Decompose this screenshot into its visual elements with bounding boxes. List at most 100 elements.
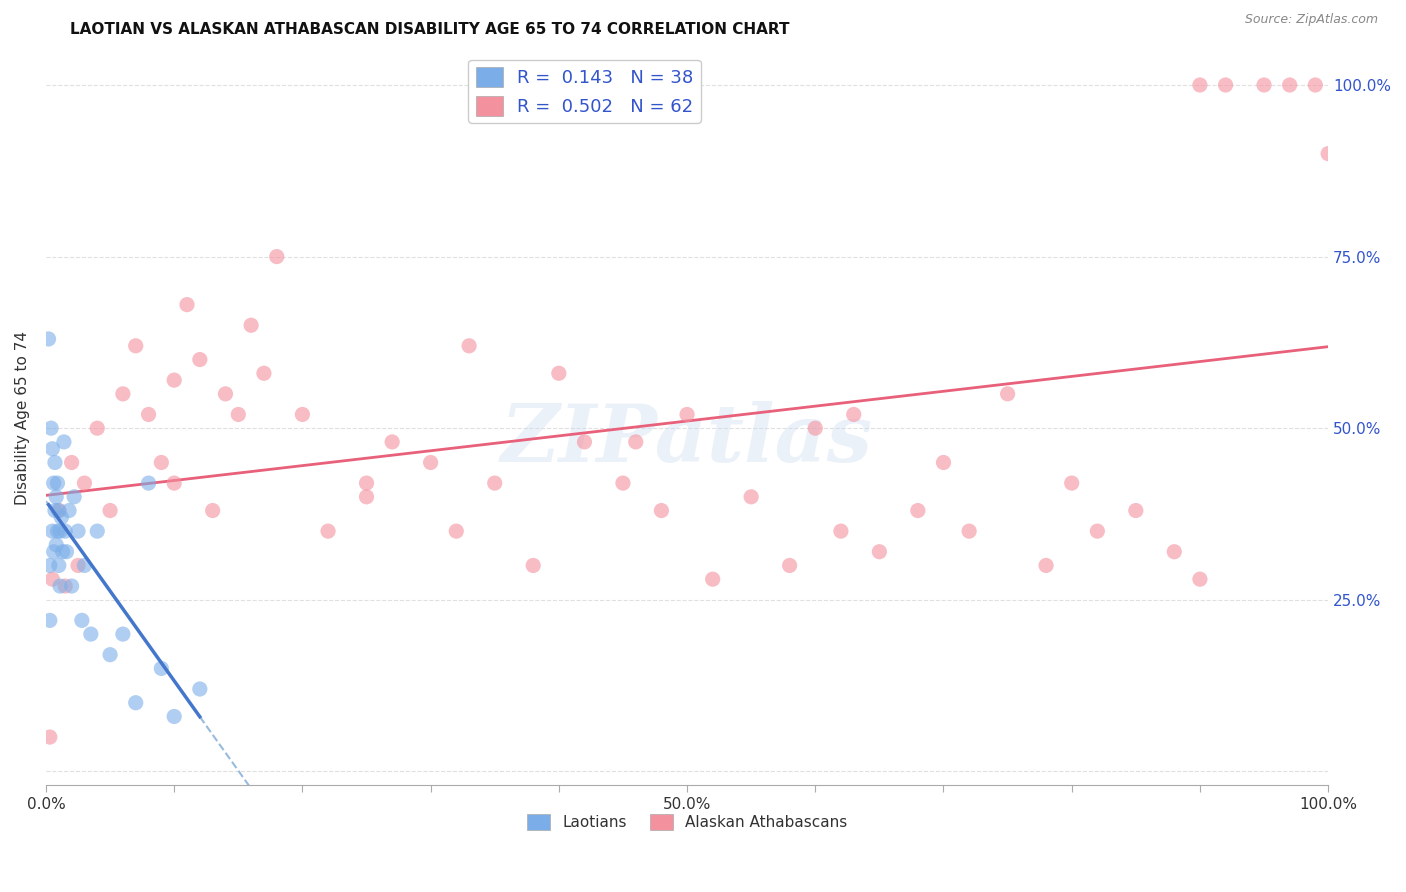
Point xyxy=(86,421,108,435)
Point xyxy=(38,332,60,346)
Point xyxy=(804,421,827,435)
Point xyxy=(38,558,60,573)
Point xyxy=(150,455,173,469)
Point xyxy=(997,387,1019,401)
Point xyxy=(41,572,63,586)
Point xyxy=(46,476,69,491)
Point xyxy=(1278,78,1301,92)
Point xyxy=(73,476,96,491)
Point xyxy=(291,408,314,422)
Point xyxy=(111,627,134,641)
Point xyxy=(240,318,263,333)
Point xyxy=(63,490,86,504)
Point xyxy=(1317,146,1340,161)
Point xyxy=(48,558,70,573)
Point xyxy=(42,545,65,559)
Point xyxy=(1060,476,1083,491)
Point xyxy=(612,476,634,491)
Point xyxy=(80,627,103,641)
Point xyxy=(150,661,173,675)
Point xyxy=(163,709,186,723)
Point xyxy=(41,442,63,456)
Point xyxy=(1035,558,1057,573)
Point xyxy=(60,455,83,469)
Point xyxy=(779,558,801,573)
Point xyxy=(1125,503,1147,517)
Point xyxy=(98,503,121,517)
Point xyxy=(45,490,67,504)
Point xyxy=(48,503,70,517)
Point xyxy=(830,524,852,538)
Point xyxy=(70,613,93,627)
Point xyxy=(356,490,378,504)
Point xyxy=(49,579,72,593)
Point xyxy=(53,524,76,538)
Point xyxy=(46,524,69,538)
Text: Source: ZipAtlas.com: Source: ZipAtlas.com xyxy=(1244,13,1378,27)
Point xyxy=(66,524,89,538)
Point xyxy=(316,524,339,538)
Point xyxy=(381,434,404,449)
Point xyxy=(1253,78,1275,92)
Y-axis label: Disability Age 65 to 74: Disability Age 65 to 74 xyxy=(15,331,30,505)
Point xyxy=(60,579,83,593)
Point xyxy=(52,545,75,559)
Point xyxy=(163,476,186,491)
Point xyxy=(51,510,73,524)
Point xyxy=(253,366,276,380)
Point xyxy=(419,455,441,469)
Point xyxy=(98,648,121,662)
Point xyxy=(957,524,980,538)
Point xyxy=(702,572,724,586)
Point xyxy=(38,730,60,744)
Point xyxy=(38,613,60,627)
Point xyxy=(1188,78,1211,92)
Point xyxy=(41,524,63,538)
Point xyxy=(932,455,955,469)
Point xyxy=(1163,545,1185,559)
Point xyxy=(446,524,468,538)
Point xyxy=(73,558,96,573)
Point xyxy=(49,524,72,538)
Point xyxy=(1188,572,1211,586)
Text: ZIPatlas: ZIPatlas xyxy=(501,401,873,479)
Point xyxy=(226,408,249,422)
Text: LAOTIAN VS ALASKAN ATHABASCAN DISABILITY AGE 65 TO 74 CORRELATION CHART: LAOTIAN VS ALASKAN ATHABASCAN DISABILITY… xyxy=(70,22,790,37)
Point xyxy=(676,408,699,422)
Point xyxy=(868,545,890,559)
Point xyxy=(86,524,108,538)
Point xyxy=(188,681,211,696)
Point xyxy=(1085,524,1108,538)
Point xyxy=(66,558,89,573)
Point xyxy=(574,434,596,449)
Point xyxy=(624,434,647,449)
Point xyxy=(42,476,65,491)
Legend: Laotians, Alaskan Athabascans: Laotians, Alaskan Athabascans xyxy=(522,808,853,836)
Point xyxy=(188,352,211,367)
Point xyxy=(842,408,865,422)
Point xyxy=(740,490,762,504)
Point xyxy=(547,366,569,380)
Point xyxy=(522,558,544,573)
Point xyxy=(125,696,148,710)
Point xyxy=(58,503,80,517)
Point xyxy=(1215,78,1237,92)
Point xyxy=(214,387,236,401)
Point xyxy=(176,298,198,312)
Point xyxy=(45,538,67,552)
Point xyxy=(1305,78,1327,92)
Point xyxy=(53,579,76,593)
Point xyxy=(650,503,672,517)
Point xyxy=(907,503,929,517)
Point xyxy=(484,476,506,491)
Point xyxy=(138,408,160,422)
Point xyxy=(458,339,481,353)
Point xyxy=(44,455,66,469)
Point xyxy=(125,339,148,353)
Point xyxy=(48,503,70,517)
Point xyxy=(356,476,378,491)
Point xyxy=(55,545,77,559)
Point xyxy=(201,503,224,517)
Point xyxy=(39,421,62,435)
Point xyxy=(111,387,134,401)
